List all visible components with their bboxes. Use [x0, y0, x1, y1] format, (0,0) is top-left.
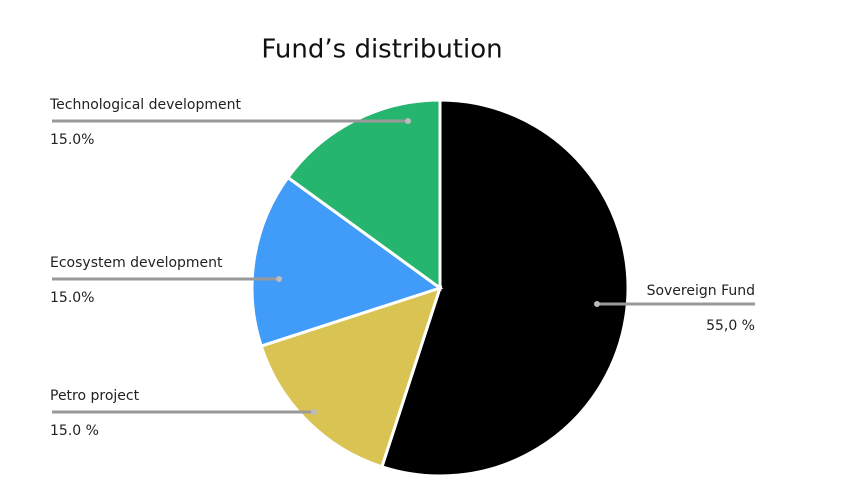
leader-dot	[594, 301, 600, 307]
value-label: 15.0 %	[50, 423, 99, 439]
pie-slice	[250, 175, 444, 348]
slice-label: Ecosystem development	[50, 255, 223, 271]
slice-label: Petro project	[50, 388, 140, 404]
leader-dot	[405, 118, 411, 124]
chart-title: Fund’s distribution	[261, 35, 502, 65]
value-label: 55,0 %	[706, 318, 755, 334]
pie-slice	[380, 98, 630, 478]
leader-dot	[311, 409, 317, 415]
slice-label: Sovereign Fund	[647, 283, 755, 299]
value-label: 15.0%	[50, 132, 94, 148]
leader-dot	[276, 276, 282, 282]
value-label: 15.0%	[50, 290, 94, 306]
slice-label: Technological development	[49, 97, 242, 113]
